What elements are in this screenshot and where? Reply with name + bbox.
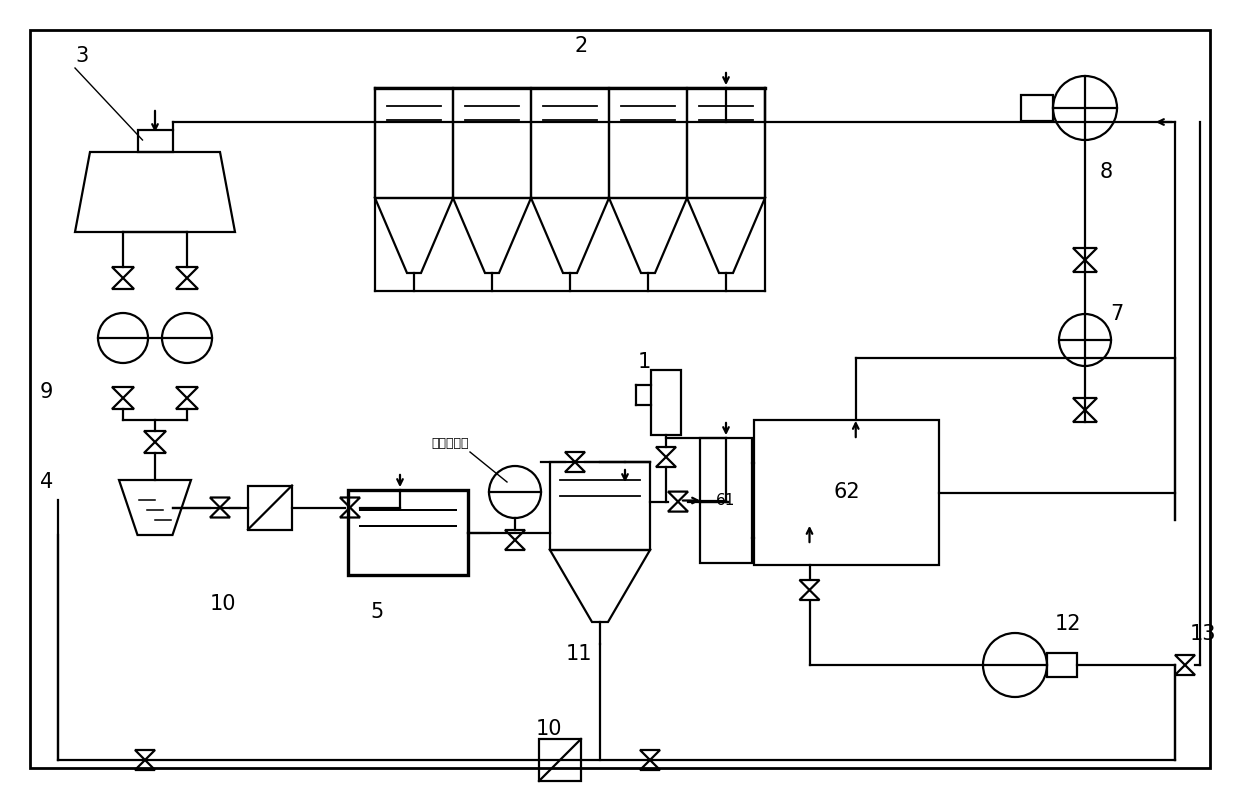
Bar [1047,653,1078,677]
Text: 12: 12 [1055,614,1081,634]
Text: 10: 10 [210,594,237,614]
Bar [138,130,172,152]
Text: 5: 5 [370,602,383,622]
Bar [531,88,609,198]
Bar [539,739,582,781]
Text: 2: 2 [575,36,588,56]
Bar [551,462,650,550]
Bar [348,490,467,575]
Text: 7: 7 [1110,304,1123,324]
Bar [248,485,291,530]
Text: 3: 3 [74,46,88,66]
Text: 1: 1 [639,352,651,372]
Bar [1021,95,1053,121]
Text: 62: 62 [833,483,859,503]
Text: 8: 8 [1100,162,1114,182]
Text: 11: 11 [565,644,593,664]
Bar [453,88,531,198]
Text: 4: 4 [40,472,53,492]
Bar [687,88,765,198]
Bar [651,370,681,435]
Bar [754,420,939,565]
Bar [701,438,751,563]
Bar [609,88,687,198]
Text: 9: 9 [40,382,53,402]
Text: 13: 13 [1190,624,1216,644]
Text: 10: 10 [536,719,563,739]
Text: 气动隔膜泵: 气动隔膜泵 [432,437,469,450]
Bar [374,88,453,198]
Text: 61: 61 [717,493,735,508]
